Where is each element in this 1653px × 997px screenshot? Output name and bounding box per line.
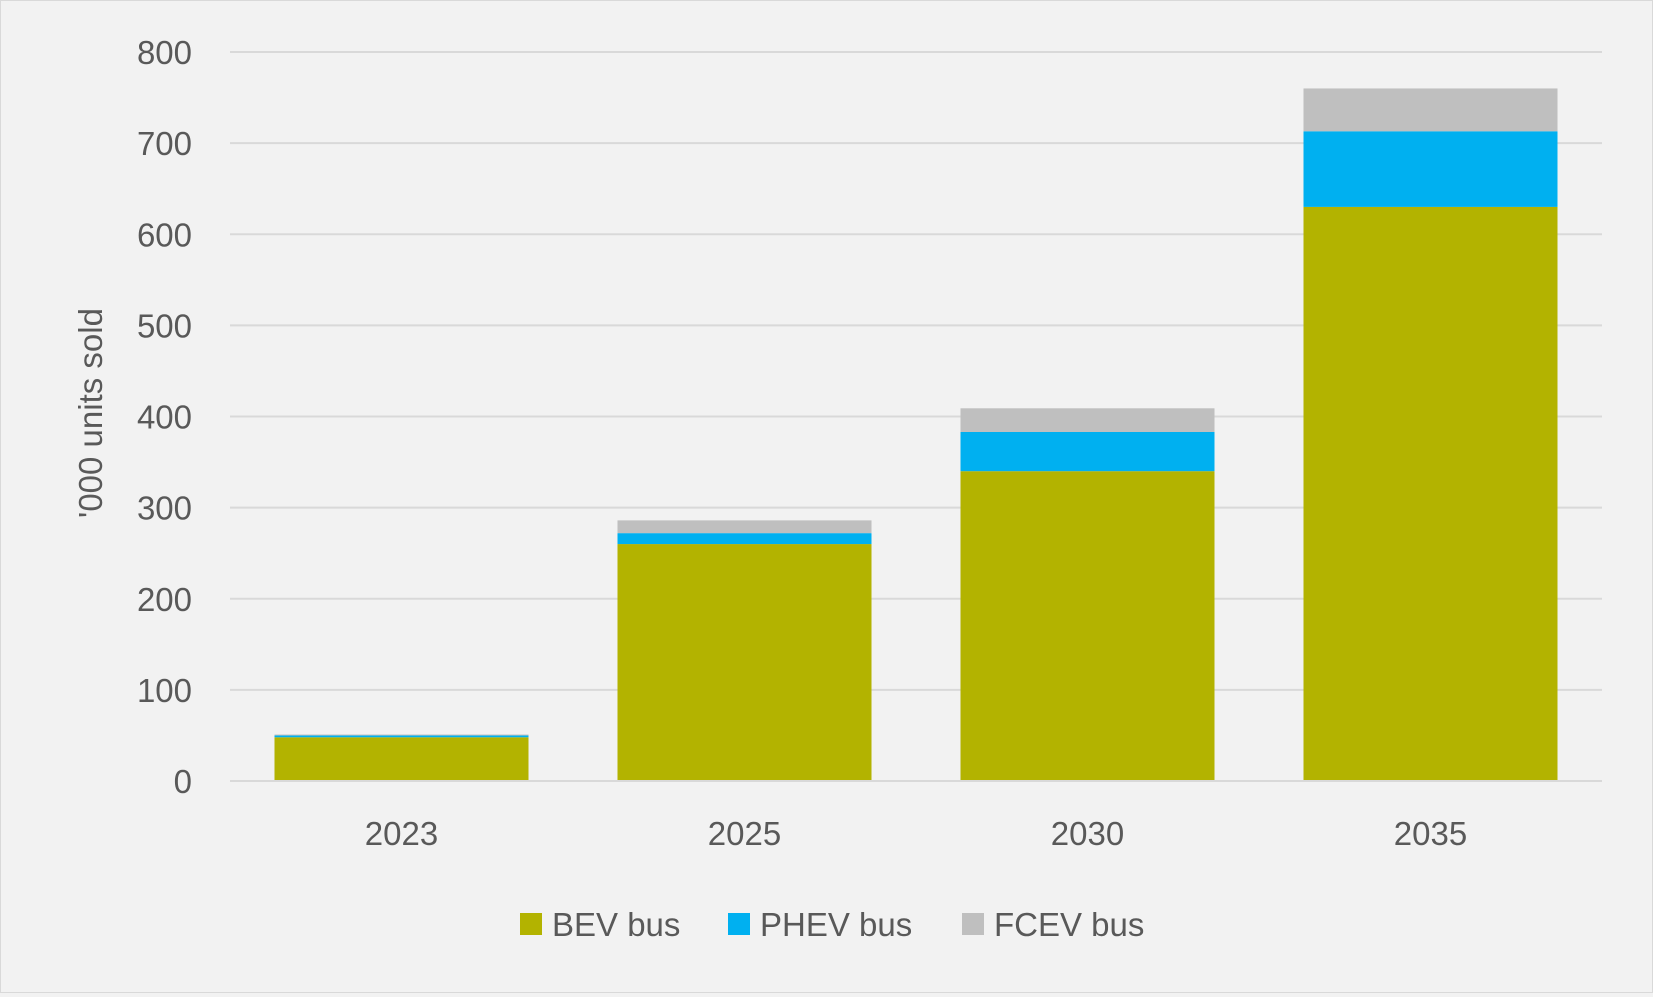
y-tick-label: 700 bbox=[137, 125, 192, 162]
bar-segment-phev-bus-2023 bbox=[274, 735, 529, 738]
bar-segment-phev-bus-2030 bbox=[960, 431, 1215, 472]
bar-segment-fcev-bus-2035 bbox=[1303, 88, 1558, 132]
y-tick-label: 0 bbox=[174, 763, 192, 800]
bar-segment-bev-bus-2025 bbox=[617, 544, 872, 781]
y-tick-label: 500 bbox=[137, 307, 192, 344]
legend-label: BEV bus bbox=[552, 906, 680, 943]
legend-swatch bbox=[520, 913, 542, 935]
bar-segment-phev-bus-2035 bbox=[1303, 131, 1558, 207]
bar-segment-fcev-bus-2025 bbox=[617, 520, 872, 534]
x-tick-label: 2025 bbox=[708, 815, 781, 852]
x-axis-ticks: 2023 2025 2030 2035 bbox=[365, 815, 1467, 852]
x-tick-label: 2035 bbox=[1394, 815, 1467, 852]
bar-segment-bev-bus-2030 bbox=[960, 471, 1215, 781]
y-tick-label: 300 bbox=[137, 490, 192, 527]
bar-segment-phev-bus-2025 bbox=[617, 533, 872, 545]
legend-swatch bbox=[728, 913, 750, 935]
bar-segment-bev-bus-2023 bbox=[274, 737, 529, 781]
bar-segment-fcev-bus-2023 bbox=[274, 734, 529, 736]
y-axis-label: '000 units sold bbox=[72, 308, 109, 518]
y-axis-ticks: 0 100 200 300 400 500 600 700 800 bbox=[137, 34, 192, 800]
x-tick-label: 2023 bbox=[365, 815, 438, 852]
y-tick-label: 200 bbox=[137, 581, 192, 618]
legend: BEV bus PHEV bus FCEV bus bbox=[520, 906, 1144, 943]
bar-segment-fcev-bus-2030 bbox=[960, 408, 1215, 432]
y-tick-label: 800 bbox=[137, 34, 192, 71]
legend-label: PHEV bus bbox=[760, 906, 912, 943]
legend-label: FCEV bus bbox=[994, 906, 1144, 943]
bars bbox=[230, 88, 1602, 782]
x-tick-label: 2030 bbox=[1051, 815, 1124, 852]
gridlines bbox=[230, 51, 1602, 782]
y-tick-label: 600 bbox=[137, 216, 192, 253]
y-tick-label: 100 bbox=[137, 672, 192, 709]
y-tick-label: 400 bbox=[137, 399, 192, 436]
legend-swatch bbox=[962, 913, 984, 935]
bar-segment-bev-bus-2035 bbox=[1303, 206, 1558, 782]
